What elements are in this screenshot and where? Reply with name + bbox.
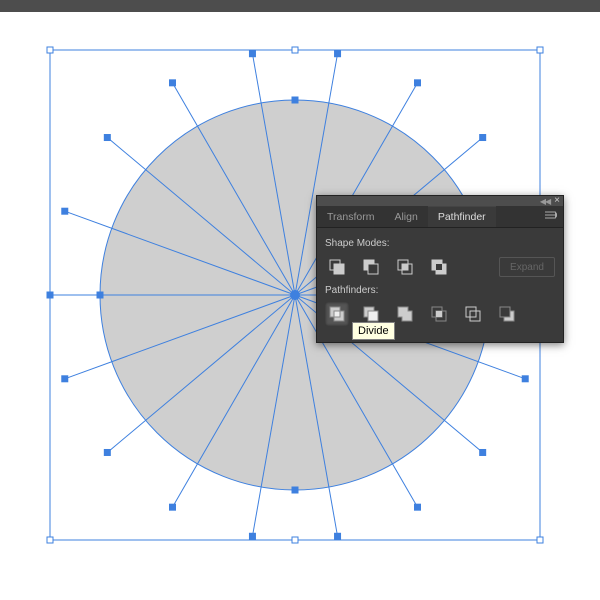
pathfinders-label: Pathfinders: bbox=[325, 285, 555, 296]
pathfinder-panel[interactable]: ◀◀ × Transform Align Pathfinder Shape Mo… bbox=[316, 195, 564, 343]
panel-collapse-icon[interactable]: ◀◀ bbox=[540, 197, 550, 206]
exclude-button[interactable] bbox=[427, 255, 451, 279]
panel-titlebar[interactable]: ◀◀ × bbox=[317, 196, 563, 206]
divide-button[interactable] bbox=[325, 302, 349, 326]
close-icon[interactable]: × bbox=[554, 196, 560, 206]
expand-button: Expand bbox=[499, 257, 555, 277]
outline-button[interactable] bbox=[461, 302, 485, 326]
merge-button[interactable] bbox=[393, 302, 417, 326]
tab-align[interactable]: Align bbox=[384, 206, 427, 227]
crop-button[interactable] bbox=[427, 302, 451, 326]
shape-modes-row: Expand bbox=[325, 255, 555, 279]
panel-menu-icon[interactable] bbox=[539, 210, 563, 223]
minus-front-button[interactable] bbox=[359, 255, 383, 279]
minus-back-button[interactable] bbox=[495, 302, 519, 326]
shape-modes-label: Shape Modes: bbox=[325, 238, 555, 249]
unite-button[interactable] bbox=[325, 255, 349, 279]
intersect-button[interactable] bbox=[393, 255, 417, 279]
panel-tabs: Transform Align Pathfinder bbox=[317, 206, 563, 228]
tab-pathfinder[interactable]: Pathfinder bbox=[428, 206, 496, 227]
tab-transform[interactable]: Transform bbox=[317, 206, 384, 227]
tooltip-divide: Divide bbox=[352, 322, 395, 340]
